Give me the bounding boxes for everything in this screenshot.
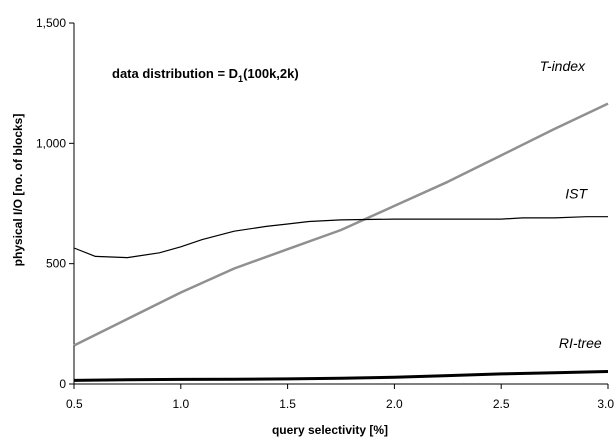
y-tick-label: 0 — [59, 377, 66, 391]
x-tick-label: 2.5 — [493, 397, 510, 411]
distribution-annotation: data distribution = D1(100k,2k) — [112, 66, 299, 84]
x-tick-label: 2.0 — [386, 397, 403, 411]
series-line-ri-tree — [73, 370, 609, 382]
labels-layer: T-index IST RI-tree — [540, 58, 602, 351]
y-axis-title: physical I/O [no. of blocks] — [11, 114, 25, 267]
series-label-ri-tree: RI-tree — [559, 335, 602, 351]
series-line-ist — [73, 216, 608, 259]
y-tick-label: 1,000 — [36, 136, 66, 150]
x-axis-title: query selectivity [%] — [272, 423, 388, 437]
annotation-prefix: data distribution = D — [112, 66, 238, 81]
annotation-suffix: (100k,2k) — [243, 66, 299, 81]
series-label-t-index: T-index — [540, 58, 586, 74]
series-line-t-index — [73, 102, 609, 347]
series-layer — [73, 102, 609, 382]
chart-axes: 0 500 1,000 1,500 0.5 1.0 1.5 2.0 2.5 3.0 — [36, 16, 614, 411]
x-tick-label: 3.0 — [597, 397, 614, 411]
series-label-ist: IST — [565, 186, 588, 202]
y-tick-label: 1,500 — [36, 16, 66, 30]
x-tick-label: 1.0 — [172, 397, 189, 411]
annotation-subscript: 1 — [238, 74, 243, 84]
x-tick-label: 1.5 — [279, 397, 296, 411]
x-tick-label: 0.5 — [66, 397, 83, 411]
y-tick-label: 500 — [46, 257, 66, 271]
